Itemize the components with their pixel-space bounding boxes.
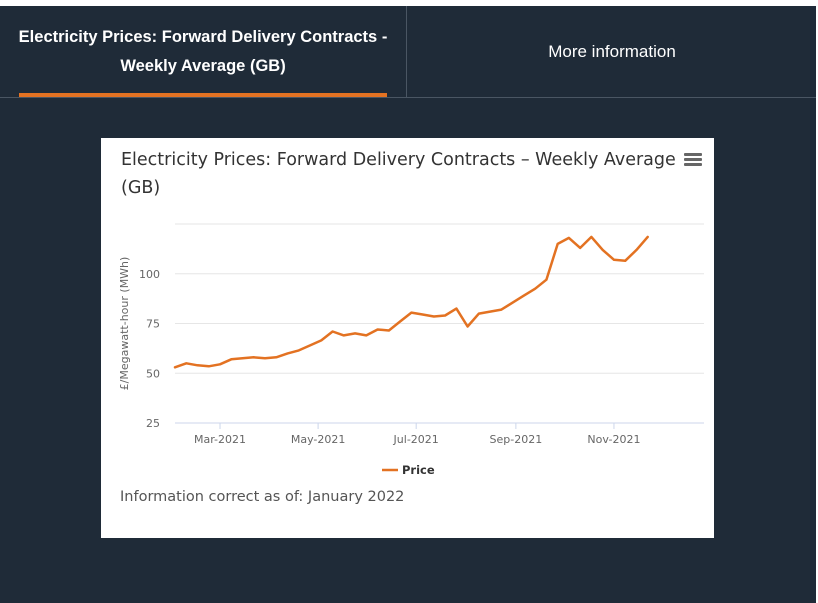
chart-card: Electricity Prices: Forward Delivery Con… [101, 138, 714, 538]
hamburger-menu-icon[interactable] [684, 153, 702, 167]
info-note: Information correct as of: January 2022 [120, 489, 405, 505]
tab-more-information[interactable]: More information [408, 6, 816, 97]
tab-chart[interactable]: Electricity Prices: Forward Delivery Con… [0, 6, 407, 97]
tab-bar: Electricity Prices: Forward Delivery Con… [0, 6, 816, 98]
page-background: Electricity Prices: Forward Delivery Con… [0, 6, 816, 603]
x-tick-label: Nov-2021 [587, 433, 640, 446]
series-line-price [173, 235, 649, 369]
y-tick-label: 100 [139, 268, 160, 281]
chart-title: Electricity Prices: Forward Delivery Con… [121, 150, 676, 198]
y-axis-title: £/Megawatt-hour (MWh) [118, 257, 131, 391]
line-chart: 25 50 75 100 £/Megawatt-hour (MWh) Mar-2021 Ma… [118, 223, 704, 477]
y-tick-label: 75 [146, 318, 160, 331]
x-tick-label: Sep-2021 [490, 433, 543, 446]
y-tick-label: 50 [146, 367, 160, 380]
active-tab-indicator [19, 93, 387, 97]
x-tick-label: Jul-2021 [393, 433, 439, 446]
tab-more-information-label: More information [548, 41, 676, 61]
x-tick-label: Mar-2021 [194, 433, 246, 446]
y-tick-label: 25 [146, 417, 160, 430]
legend-label-price: Price [402, 463, 435, 477]
x-tick-label: May-2021 [291, 433, 346, 446]
tab-chart-label: Electricity Prices: Forward Delivery Con… [18, 27, 388, 75]
